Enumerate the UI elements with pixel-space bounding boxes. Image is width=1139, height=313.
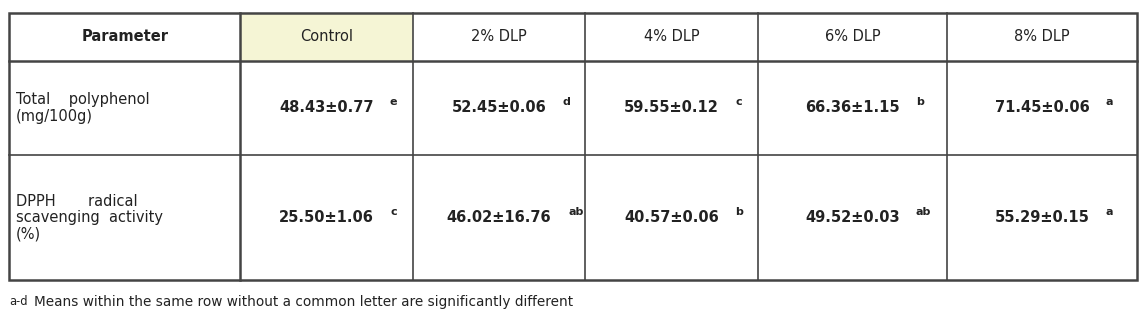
Text: 6% DLP: 6% DLP <box>825 29 880 44</box>
Bar <box>9 13 1137 280</box>
Text: 48.43±0.77: 48.43±0.77 <box>279 100 374 115</box>
Text: c: c <box>390 207 396 217</box>
Text: 2% DLP: 2% DLP <box>472 29 527 44</box>
Text: d: d <box>563 97 571 107</box>
Text: Total    polyphenol: Total polyphenol <box>16 92 149 107</box>
Text: 49.52±0.03: 49.52±0.03 <box>805 210 900 225</box>
Text: e: e <box>390 97 398 107</box>
Text: 25.50±1.06: 25.50±1.06 <box>279 210 374 225</box>
Text: (mg/100g): (mg/100g) <box>16 109 93 124</box>
Text: 55.29±0.15: 55.29±0.15 <box>994 210 1089 225</box>
Text: ab: ab <box>916 207 932 217</box>
Text: ab: ab <box>568 207 584 217</box>
Text: 4% DLP: 4% DLP <box>644 29 699 44</box>
Bar <box>9 13 1137 280</box>
Text: 66.36±1.15: 66.36±1.15 <box>805 100 900 115</box>
Text: 8% DLP: 8% DLP <box>1014 29 1070 44</box>
Text: 46.02±16.76: 46.02±16.76 <box>446 210 551 225</box>
Text: b: b <box>916 97 924 107</box>
Text: Means within the same row without a common letter are significantly different: Means within the same row without a comm… <box>34 295 573 309</box>
Text: Parameter: Parameter <box>81 29 169 44</box>
Bar <box>240 13 412 61</box>
Text: scavenging  activity: scavenging activity <box>16 210 163 225</box>
Text: a-d: a-d <box>9 295 27 308</box>
Text: (%): (%) <box>16 226 41 241</box>
Text: a: a <box>1106 97 1113 107</box>
Text: DPPH       radical: DPPH radical <box>16 194 138 209</box>
Text: c: c <box>735 97 741 107</box>
Text: Control: Control <box>300 29 353 44</box>
Text: 40.57±0.06: 40.57±0.06 <box>624 210 719 225</box>
Text: 71.45±0.06: 71.45±0.06 <box>994 100 1089 115</box>
Text: b: b <box>735 207 743 217</box>
Text: a: a <box>1106 207 1113 217</box>
Text: 59.55±0.12: 59.55±0.12 <box>624 100 719 115</box>
Text: 52.45±0.06: 52.45±0.06 <box>452 100 547 115</box>
